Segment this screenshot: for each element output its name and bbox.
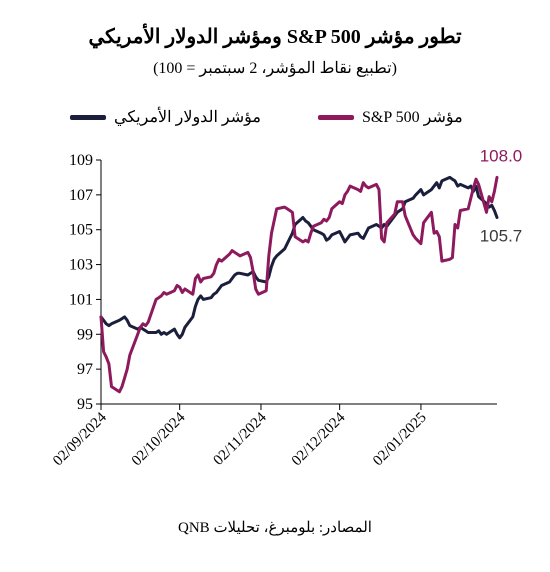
series-line-dxy: [99, 175, 499, 340]
y-tick-label: 105: [69, 222, 93, 239]
y-tick-label: 107: [69, 187, 93, 204]
chart-series: [99, 175, 499, 394]
line-chart: 95 97 99 101 103 105 107 109 02/09/2024 02/10/202…: [50, 146, 523, 469]
y-tick-label: 103: [69, 257, 93, 274]
y-tick-label: 97: [77, 361, 93, 378]
legend-item-dxy: مؤشر الدولار الأمريكي: [70, 104, 261, 130]
legend: مؤشر S&P 500 مؤشر الدولار الأمريكي: [0, 104, 550, 130]
chart-axes: 95 97 99 101 103 105 107 109 02/09/2024 02/10/202…: [50, 152, 497, 469]
y-tick-label: 99: [77, 326, 93, 343]
legend-item-sp500: مؤشر S&P 500: [318, 104, 463, 130]
y-tick-label: 95: [77, 396, 93, 413]
end-label-dxy: 105.7: [480, 227, 523, 246]
chart-subtitle: (تطبيع نقاط المؤشر، 2 سبتمبر = 100): [153, 60, 397, 77]
chart-title: تطور مؤشر S&P 500 ومؤشر الدولار الأمريكي: [88, 26, 462, 48]
y-tick-label: 101: [69, 291, 93, 308]
x-tick-label: 02/01/2025: [370, 410, 430, 470]
x-tick-label: 02/10/2024: [129, 409, 189, 469]
end-label-sp500: 108.0: [480, 146, 523, 165]
chart-end-labels: 108.0 105.7: [480, 146, 523, 245]
x-tick-label: 02/11/2024: [211, 409, 271, 469]
legend-swatch-sp500: [318, 114, 354, 120]
x-tick-label: 02/09/2024: [50, 409, 110, 469]
legend-label-dxy: مؤشر الدولار الأمريكي: [114, 109, 261, 126]
chart-source: المصادر: بلومبرغ، تحليلات QNB: [178, 520, 372, 536]
y-tick-label: 109: [69, 152, 93, 169]
legend-swatch-dxy: [70, 114, 106, 120]
x-tick-label: 02/12/2024: [289, 409, 349, 469]
series-line-sp500: [99, 175, 499, 394]
legend-label-sp500: مؤشر S&P 500: [362, 109, 463, 126]
